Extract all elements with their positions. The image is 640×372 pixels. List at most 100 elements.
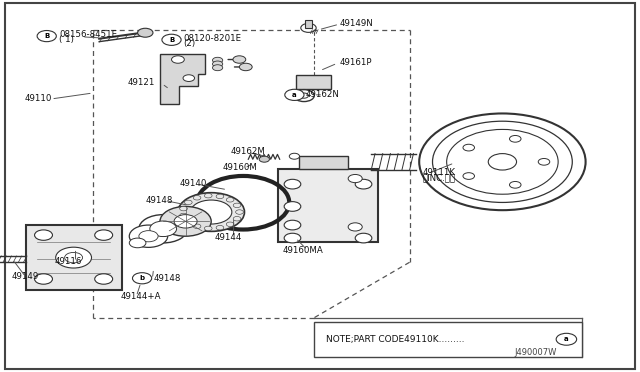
Circle shape <box>233 203 241 208</box>
Text: 49162M: 49162M <box>230 147 265 156</box>
Circle shape <box>236 210 243 214</box>
Circle shape <box>301 23 316 32</box>
Bar <box>278 169 378 242</box>
Circle shape <box>538 158 550 165</box>
Circle shape <box>289 153 300 159</box>
Text: 49144+A: 49144+A <box>120 292 161 301</box>
Circle shape <box>174 215 197 228</box>
Circle shape <box>216 225 224 230</box>
Circle shape <box>139 231 158 242</box>
Text: 49162N: 49162N <box>306 90 340 99</box>
Circle shape <box>95 230 113 240</box>
Circle shape <box>129 238 146 248</box>
Text: B: B <box>169 37 174 43</box>
Circle shape <box>348 223 362 231</box>
Circle shape <box>300 93 308 98</box>
Text: a: a <box>292 92 297 98</box>
Circle shape <box>284 220 301 230</box>
Circle shape <box>355 179 372 189</box>
Circle shape <box>284 202 301 211</box>
Circle shape <box>216 194 224 199</box>
Text: 49160MA: 49160MA <box>283 246 324 255</box>
Circle shape <box>294 90 314 102</box>
Text: 49111K: 49111K <box>422 169 456 177</box>
Circle shape <box>139 215 188 243</box>
Circle shape <box>193 196 201 200</box>
Text: 49110: 49110 <box>24 94 52 103</box>
Circle shape <box>56 247 92 268</box>
Circle shape <box>212 65 223 71</box>
Circle shape <box>180 206 188 211</box>
Circle shape <box>463 173 474 179</box>
Circle shape <box>172 56 184 63</box>
Text: (2): (2) <box>184 39 196 48</box>
Circle shape <box>193 224 201 228</box>
Circle shape <box>488 154 516 170</box>
Circle shape <box>191 200 232 224</box>
Circle shape <box>419 113 586 210</box>
Circle shape <box>348 174 362 183</box>
Circle shape <box>284 233 301 243</box>
Polygon shape <box>299 156 348 169</box>
Text: 49148: 49148 <box>146 196 173 205</box>
Text: ( 1): ( 1) <box>59 35 74 44</box>
Circle shape <box>259 156 269 162</box>
Text: B: B <box>44 33 49 39</box>
Circle shape <box>183 75 195 81</box>
Circle shape <box>37 31 56 42</box>
Circle shape <box>212 61 223 67</box>
Circle shape <box>355 233 372 243</box>
Circle shape <box>285 89 304 100</box>
Circle shape <box>212 57 223 63</box>
Text: 08120-8201E: 08120-8201E <box>184 34 242 43</box>
Circle shape <box>65 252 83 263</box>
Circle shape <box>204 193 212 198</box>
Circle shape <box>509 135 521 142</box>
Text: 49161P: 49161P <box>339 58 372 67</box>
Text: 〈INC.Ⓑ〉: 〈INC.Ⓑ〉 <box>422 173 456 182</box>
Polygon shape <box>160 54 205 104</box>
Circle shape <box>132 273 152 284</box>
Text: 49148: 49148 <box>154 274 181 283</box>
Text: b: b <box>140 275 145 281</box>
Text: J490007W: J490007W <box>515 348 557 357</box>
Circle shape <box>184 219 192 224</box>
Text: 49116: 49116 <box>54 257 82 266</box>
Circle shape <box>284 179 301 189</box>
Circle shape <box>178 193 244 231</box>
Circle shape <box>35 274 52 284</box>
Circle shape <box>509 182 521 188</box>
Circle shape <box>433 121 572 202</box>
Circle shape <box>180 213 188 218</box>
Bar <box>26 225 122 290</box>
Circle shape <box>184 200 192 205</box>
Circle shape <box>233 56 246 63</box>
Circle shape <box>204 226 212 231</box>
Circle shape <box>556 333 577 345</box>
Circle shape <box>138 28 153 37</box>
Circle shape <box>463 144 474 151</box>
Text: 49140: 49140 <box>179 179 207 187</box>
Circle shape <box>35 230 52 240</box>
Text: 08156-8451E: 08156-8451E <box>59 31 117 39</box>
Circle shape <box>447 129 558 194</box>
Circle shape <box>160 206 211 236</box>
Text: 49121: 49121 <box>128 78 156 87</box>
Text: NOTE;PART CODE49110K.........: NOTE;PART CODE49110K......... <box>326 335 465 344</box>
Text: 49144: 49144 <box>214 233 242 242</box>
Bar <box>314 322 582 357</box>
Text: a: a <box>564 336 569 342</box>
Circle shape <box>129 225 168 247</box>
Bar <box>296 75 331 89</box>
Circle shape <box>150 221 177 237</box>
Circle shape <box>239 63 252 71</box>
Text: 49149: 49149 <box>12 272 39 281</box>
Circle shape <box>227 222 234 227</box>
Text: 49149N: 49149N <box>339 19 373 28</box>
Circle shape <box>227 198 234 202</box>
Circle shape <box>233 217 241 221</box>
Bar <box>305 20 312 28</box>
Circle shape <box>95 274 113 284</box>
Circle shape <box>162 34 181 45</box>
Text: 49160M: 49160M <box>223 163 257 172</box>
